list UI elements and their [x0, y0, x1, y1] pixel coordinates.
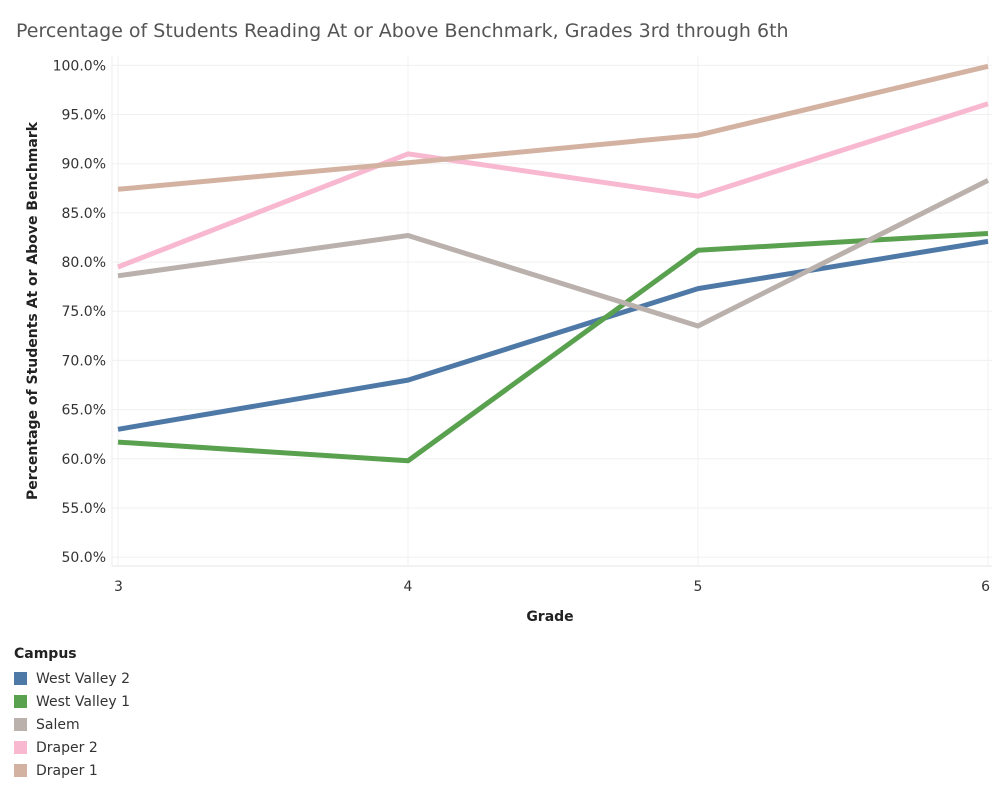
legend-item-draper-1[interactable]: Draper 1	[14, 759, 130, 782]
y-tick-label: 85.0%	[62, 206, 106, 222]
legend-item-west-valley-2[interactable]: West Valley 2	[14, 667, 130, 690]
legend-swatch	[14, 695, 27, 708]
x-axis-label: Grade	[526, 609, 573, 625]
legend-swatch	[14, 672, 27, 685]
y-tick-label: 55.0%	[62, 501, 106, 517]
legend-label: Draper 1	[36, 762, 98, 779]
legend-item-draper-2[interactable]: Draper 2	[14, 736, 130, 759]
x-tick-label: 4	[404, 579, 413, 595]
legend-item-salem[interactable]: Salem	[14, 713, 130, 736]
legend-label: West Valley 2	[36, 670, 130, 687]
x-tick-label: 6	[981, 579, 990, 595]
y-tick-label: 80.0%	[62, 255, 106, 271]
y-tick-label: 75.0%	[62, 304, 106, 320]
legend-label: Salem	[36, 716, 80, 733]
legend: Campus West Valley 2 West Valley 1 Salem…	[14, 646, 130, 782]
y-tick-label: 95.0%	[62, 108, 106, 124]
y-tick-label: 100.0%	[53, 58, 106, 74]
series-line-salem	[117, 178, 990, 329]
legend-label: Draper 2	[36, 739, 98, 756]
legend-item-west-valley-1[interactable]: West Valley 1	[14, 690, 130, 713]
legend-swatch	[14, 764, 27, 777]
y-tick-label: 70.0%	[62, 353, 106, 369]
legend-label: West Valley 1	[36, 693, 130, 710]
x-tick-label: 3	[114, 579, 123, 595]
y-tick-label: 90.0%	[62, 157, 106, 173]
legend-swatch	[14, 741, 27, 754]
y-tick-label: 60.0%	[62, 452, 106, 468]
legend-swatch	[14, 718, 27, 731]
series-line-draper-1	[117, 63, 989, 192]
series-line-draper-2	[117, 101, 989, 270]
y-axis-label: Percentage of Students At or Above Bench…	[25, 121, 41, 500]
series-line-west-valley-2	[117, 238, 989, 432]
y-tick-label: 50.0%	[62, 550, 106, 566]
legend-title: Campus	[14, 646, 77, 662]
x-tick-label: 5	[694, 579, 703, 595]
chart-title: Percentage of Students Reading At or Abo…	[16, 20, 789, 42]
series-line-west-valley-1	[117, 231, 989, 464]
y-tick-label: 65.0%	[62, 403, 106, 419]
